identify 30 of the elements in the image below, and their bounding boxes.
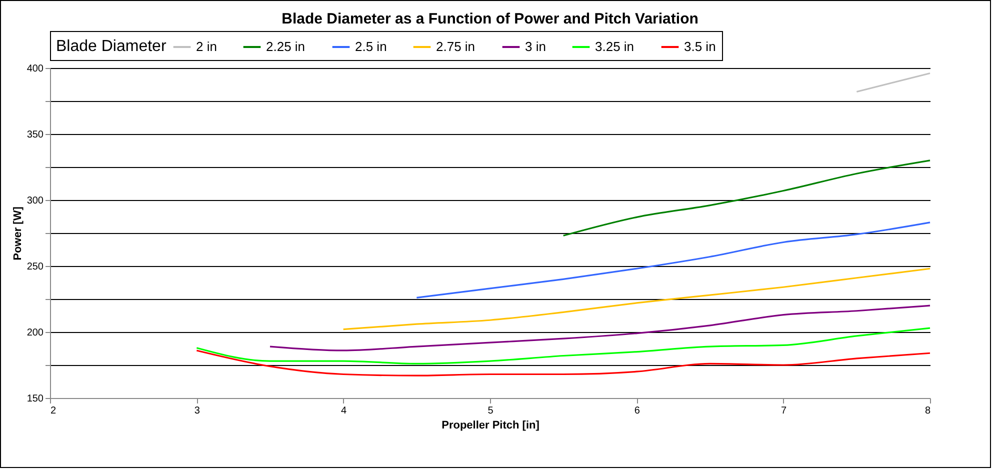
line-series: [416, 222, 931, 298]
legend-label: 2.75 in: [436, 39, 476, 54]
x-axis-title: Propeller Pitch [in]: [442, 420, 540, 432]
x-tick-label: 3: [194, 406, 200, 416]
y-tick-label: 350: [26, 130, 44, 140]
legend-label: 2.25 in: [266, 39, 306, 54]
y-tick-label: 200: [26, 328, 44, 338]
x-tick-label: 6: [634, 406, 640, 416]
legend-label: 3.25 in: [595, 39, 634, 54]
y-tick-label: 150: [26, 394, 44, 404]
line-series: [342, 268, 931, 330]
y-tick-label: 400: [26, 64, 44, 74]
y-tick-label: 300: [26, 196, 44, 206]
legend-title: Blade Diameter: [56, 38, 167, 55]
legend-label: 2.5 in: [355, 39, 387, 54]
x-tick-label: 5: [488, 406, 494, 416]
y-tick-label: 250: [26, 262, 44, 272]
line-series: [196, 350, 931, 376]
legend-label: 2 in: [196, 39, 217, 54]
x-tick-label: 7: [781, 406, 788, 416]
chart-title: Blade Diameter as a Function of Power and Pitch Variation: [282, 10, 698, 28]
x-tick-label: 4: [341, 406, 348, 416]
line-series: [269, 304, 931, 352]
x-tick-label: 2: [50, 406, 56, 416]
line-series: [196, 327, 931, 364]
line-series: [562, 160, 931, 236]
y-axis-title: Power [W]: [12, 206, 24, 260]
x-tick-label: 8: [924, 406, 931, 416]
legend-label: 3 in: [525, 39, 546, 54]
legend-label: 3.5 in: [684, 39, 716, 54]
